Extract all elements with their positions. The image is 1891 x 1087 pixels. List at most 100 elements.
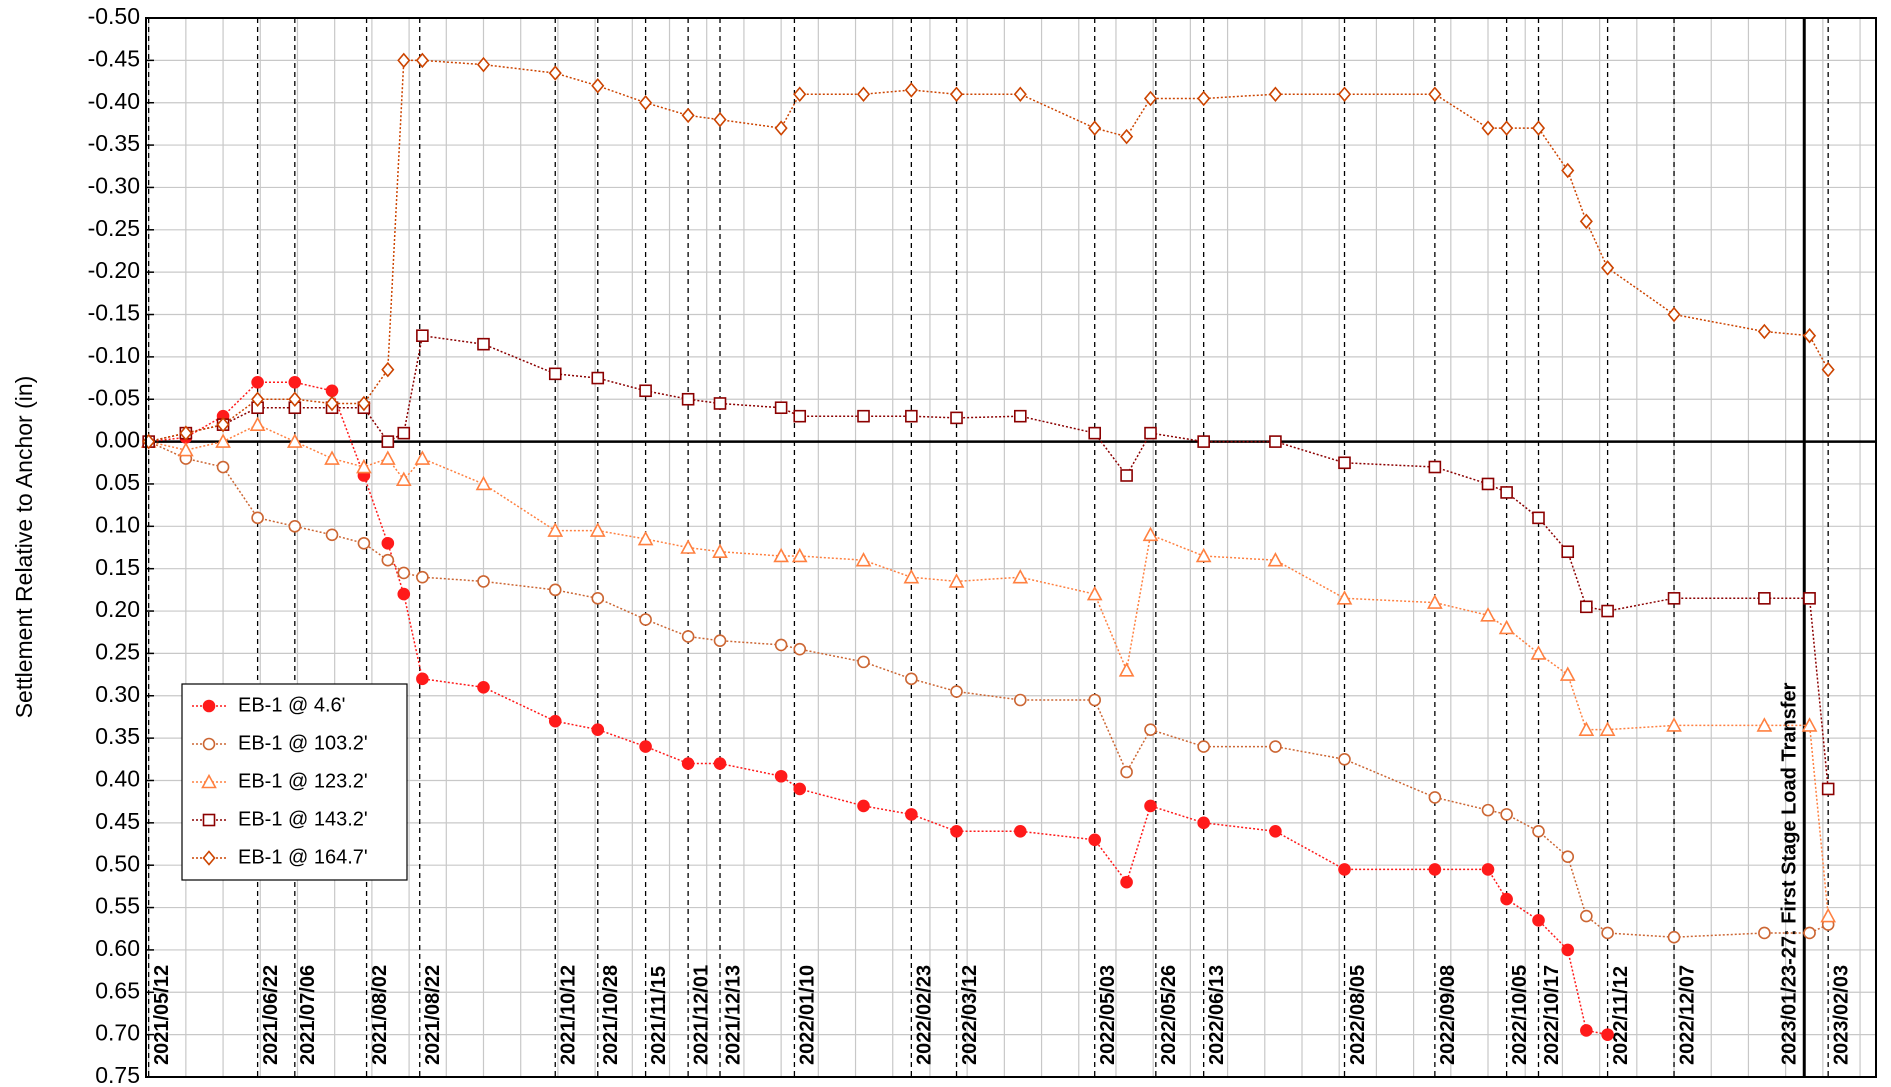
marker [1481, 477, 1495, 491]
marker [1667, 592, 1681, 605]
marker [712, 543, 728, 559]
event-label: 2021/11/15 [648, 966, 670, 1065]
marker [1561, 850, 1575, 864]
marker [1428, 86, 1442, 102]
y-tick-label: 0.25 [95, 638, 140, 664]
marker [681, 107, 695, 124]
event-label: 2021/10/28 [600, 965, 622, 1065]
event-label: 2022/02/23 [914, 965, 936, 1065]
marker [1601, 260, 1615, 276]
marker [793, 409, 807, 423]
marker [1338, 456, 1351, 470]
marker [1269, 825, 1282, 838]
marker [1532, 511, 1545, 525]
marker [1532, 825, 1545, 838]
marker [1500, 808, 1513, 821]
y-tick-label: 0.20 [95, 596, 140, 622]
marker [1267, 552, 1284, 567]
marker [379, 450, 396, 465]
marker [1666, 717, 1682, 732]
marker [286, 433, 303, 448]
marker [1578, 721, 1595, 736]
marker [950, 411, 963, 425]
marker [793, 782, 807, 796]
marker [288, 520, 302, 533]
marker [1599, 721, 1616, 736]
marker [793, 642, 807, 656]
marker [857, 655, 870, 669]
marker [1580, 1024, 1593, 1037]
marker [1337, 86, 1352, 102]
marker [589, 522, 606, 537]
y-tick-label: -0.40 [88, 88, 140, 114]
marker [216, 416, 230, 433]
y-tick-label: 0.05 [95, 469, 140, 495]
marker [773, 547, 789, 563]
marker [949, 86, 964, 102]
marker [639, 613, 652, 626]
marker [791, 547, 808, 563]
event-label: 2021/12/13 [722, 965, 744, 1065]
marker [1601, 1028, 1614, 1041]
marker [905, 808, 918, 821]
marker [950, 825, 963, 838]
marker [591, 371, 605, 385]
marker [1480, 607, 1496, 622]
marker [793, 86, 807, 102]
marker [1601, 926, 1614, 940]
event-label: 2021/10/12 [558, 965, 580, 1065]
marker [288, 375, 302, 389]
marker [774, 769, 788, 783]
marker [713, 634, 727, 647]
plot-frame [145, 17, 1877, 1078]
marker [1088, 120, 1102, 136]
event-label: 2022/06/13 [1206, 965, 1228, 1065]
marker [713, 397, 727, 410]
marker [1803, 926, 1816, 940]
marker [1500, 486, 1513, 499]
marker [548, 367, 562, 381]
marker [1498, 619, 1515, 635]
marker [1336, 590, 1353, 605]
marker [202, 813, 216, 827]
marker [381, 435, 395, 448]
marker [178, 441, 194, 457]
marker [325, 395, 339, 412]
marker [202, 850, 216, 866]
marker [1532, 913, 1545, 927]
marker [202, 699, 216, 713]
y-tick-label: 0.55 [95, 893, 140, 919]
marker [681, 630, 695, 643]
marker [855, 552, 872, 567]
marker [1531, 120, 1546, 136]
y-tick-label: -0.45 [88, 45, 140, 71]
marker [774, 120, 788, 136]
marker [1427, 594, 1443, 609]
marker [1601, 604, 1614, 618]
marker [179, 425, 193, 441]
marker [591, 78, 605, 94]
marker [476, 56, 491, 73]
marker [1428, 863, 1442, 876]
marker [639, 94, 653, 111]
marker [1088, 426, 1102, 440]
marker [1088, 693, 1102, 707]
marker [948, 573, 965, 588]
event-label: 2022/12/07 [1676, 965, 1698, 1065]
marker [856, 86, 871, 102]
marker [251, 511, 264, 525]
marker [591, 723, 605, 736]
marker [680, 539, 696, 554]
y-tick-label: 0.50 [95, 850, 140, 876]
marker [548, 583, 562, 597]
event-label: 2021/05/12 [151, 965, 173, 1065]
marker [681, 757, 695, 770]
marker [1821, 361, 1835, 378]
marker [1143, 90, 1158, 107]
marker [1561, 162, 1575, 179]
marker [202, 737, 216, 751]
marker [1801, 717, 1818, 732]
marker [1821, 782, 1835, 796]
marker [1530, 645, 1547, 660]
